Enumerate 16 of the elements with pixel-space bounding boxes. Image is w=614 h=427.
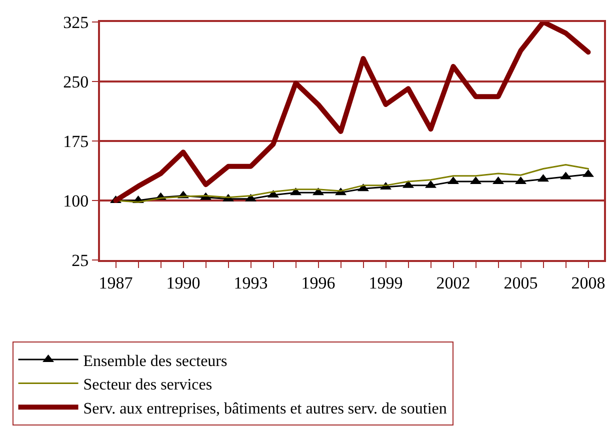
x-tick-label: 1990 [166,273,200,292]
y-tick-label: 325 [63,12,89,32]
legend-label: Ensemble des secteurs [83,352,228,370]
y-tick-label: 25 [72,250,89,270]
x-tick-label: 2002 [436,273,470,292]
legend-label: Secteur des services [83,376,212,394]
x-tick-label: 2005 [504,273,538,292]
x-tick-label: 1996 [301,273,336,292]
x-tick-label: 1987 [98,273,134,292]
y-tick-label: 250 [63,72,89,92]
y-tick-label: 175 [63,132,89,151]
y-tick-label: 100 [63,191,89,210]
x-tick-label: 1993 [234,273,268,292]
x-tick-label: 2008 [571,273,606,292]
legend-label: Serv. aux entreprises, bâtiments et autres serv. de soutien [83,400,447,418]
x-tick-label: 1999 [368,273,403,292]
